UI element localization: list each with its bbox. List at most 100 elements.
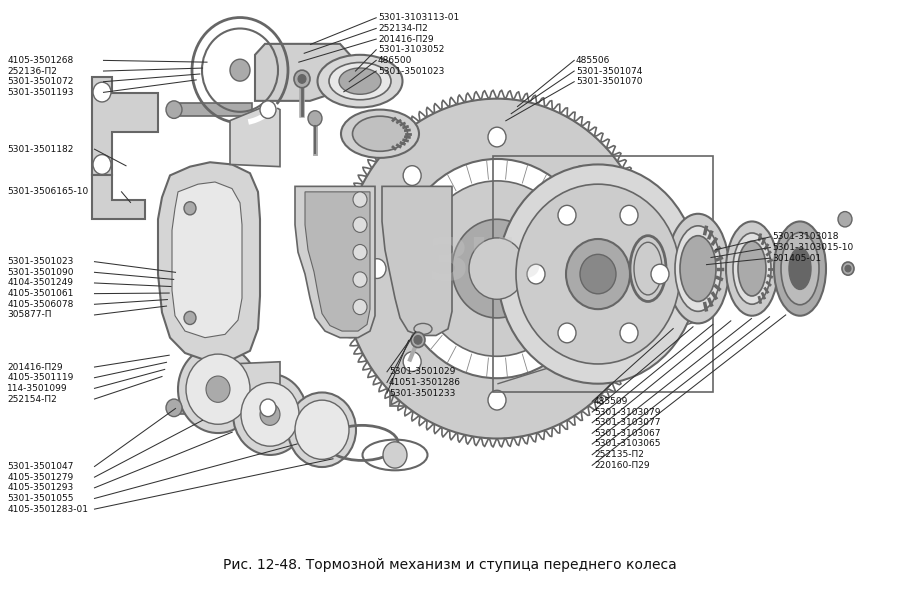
- Text: 201416-П29: 201416-П29: [7, 362, 63, 372]
- Circle shape: [838, 211, 852, 227]
- Circle shape: [411, 332, 425, 348]
- Ellipse shape: [353, 116, 408, 152]
- Circle shape: [353, 192, 367, 207]
- Circle shape: [230, 59, 250, 81]
- Polygon shape: [628, 217, 708, 331]
- Circle shape: [233, 374, 307, 455]
- Text: 4105-3506078: 4105-3506078: [7, 300, 74, 309]
- Text: 485509: 485509: [594, 397, 628, 406]
- Text: 114-3501099: 114-3501099: [7, 384, 68, 393]
- Text: 5301-3501023: 5301-3501023: [378, 66, 445, 76]
- Circle shape: [288, 392, 356, 467]
- Circle shape: [566, 239, 630, 309]
- Circle shape: [353, 300, 367, 314]
- Text: 252136-П2: 252136-П2: [7, 66, 57, 76]
- Polygon shape: [92, 77, 158, 175]
- Circle shape: [178, 345, 258, 433]
- Ellipse shape: [781, 233, 819, 305]
- Circle shape: [452, 219, 542, 318]
- Text: 5301-3501193: 5301-3501193: [7, 88, 74, 97]
- Text: 5301-3501233: 5301-3501233: [389, 388, 455, 398]
- Circle shape: [260, 403, 280, 426]
- Circle shape: [608, 259, 626, 278]
- Circle shape: [260, 399, 276, 417]
- Ellipse shape: [680, 236, 716, 301]
- Text: 4105-3501119: 4105-3501119: [7, 373, 74, 382]
- Circle shape: [342, 99, 652, 439]
- Text: 252134-П2: 252134-П2: [378, 24, 428, 33]
- Text: 5301-3103067: 5301-3103067: [594, 429, 661, 438]
- Circle shape: [573, 166, 591, 185]
- Text: 201416-П29: 201416-П29: [378, 34, 434, 44]
- Text: 485506: 485506: [576, 56, 610, 65]
- Circle shape: [573, 352, 591, 372]
- Text: 5301-3506165-10: 5301-3506165-10: [7, 187, 88, 197]
- Text: 5301-3103077: 5301-3103077: [594, 418, 661, 427]
- Text: 41051-3501286: 41051-3501286: [389, 378, 461, 387]
- Text: 486500: 486500: [378, 56, 412, 65]
- Circle shape: [308, 111, 322, 126]
- Text: 5301-3103113-01: 5301-3103113-01: [378, 13, 459, 22]
- Ellipse shape: [738, 241, 766, 296]
- Polygon shape: [230, 362, 280, 414]
- Text: 5301-3103065: 5301-3103065: [594, 439, 661, 449]
- Text: 5301-3501070: 5301-3501070: [576, 77, 643, 86]
- Circle shape: [620, 323, 638, 343]
- Circle shape: [260, 101, 276, 118]
- Circle shape: [166, 399, 182, 417]
- Text: 5301-3501023: 5301-3501023: [7, 257, 74, 266]
- Text: 5301-3501074: 5301-3501074: [576, 66, 643, 76]
- Text: ЗИЛ: ЗИЛ: [428, 234, 566, 292]
- Text: 4104-3501249: 4104-3501249: [7, 278, 73, 288]
- Text: 5301-3501055: 5301-3501055: [7, 494, 74, 503]
- Text: 5301-3501029: 5301-3501029: [389, 367, 455, 377]
- Polygon shape: [158, 162, 260, 362]
- Polygon shape: [255, 44, 350, 101]
- Circle shape: [294, 70, 310, 88]
- Ellipse shape: [774, 221, 826, 316]
- Text: 4105-3501293: 4105-3501293: [7, 483, 74, 493]
- Text: 220160-П29: 220160-П29: [594, 461, 650, 470]
- Circle shape: [186, 354, 250, 424]
- Circle shape: [488, 127, 506, 147]
- Text: 252135-П2: 252135-П2: [594, 450, 644, 459]
- Ellipse shape: [329, 63, 391, 100]
- Circle shape: [403, 166, 421, 185]
- Polygon shape: [305, 192, 370, 331]
- Circle shape: [353, 272, 367, 287]
- Text: 5301-3103018: 5301-3103018: [772, 232, 839, 242]
- Polygon shape: [382, 186, 452, 336]
- Circle shape: [93, 82, 111, 102]
- Text: 5301-3103079: 5301-3103079: [594, 407, 661, 417]
- Bar: [172, 401, 252, 414]
- Text: 252154-П2: 252154-П2: [7, 394, 57, 404]
- Polygon shape: [172, 182, 242, 337]
- Circle shape: [498, 165, 698, 384]
- Text: 4105-3501268: 4105-3501268: [7, 56, 74, 65]
- Circle shape: [580, 255, 616, 294]
- Text: 5301-3501047: 5301-3501047: [7, 462, 74, 471]
- Circle shape: [845, 265, 851, 272]
- Circle shape: [620, 205, 638, 225]
- Circle shape: [295, 400, 349, 459]
- Polygon shape: [92, 175, 145, 219]
- Text: 5301-3501072: 5301-3501072: [7, 77, 74, 86]
- Circle shape: [417, 181, 577, 356]
- Text: 5301-3501182: 5301-3501182: [7, 144, 74, 154]
- Circle shape: [651, 264, 669, 284]
- Circle shape: [469, 238, 525, 300]
- Ellipse shape: [667, 214, 729, 323]
- Circle shape: [842, 262, 854, 275]
- Polygon shape: [390, 131, 560, 406]
- Ellipse shape: [675, 226, 721, 311]
- Text: 4105-3501279: 4105-3501279: [7, 472, 74, 482]
- Ellipse shape: [339, 68, 381, 94]
- Circle shape: [527, 264, 545, 284]
- Ellipse shape: [318, 55, 402, 107]
- Circle shape: [516, 184, 680, 364]
- Circle shape: [558, 323, 576, 343]
- Circle shape: [298, 75, 306, 83]
- Polygon shape: [230, 104, 280, 166]
- Circle shape: [184, 202, 196, 215]
- Circle shape: [166, 101, 182, 118]
